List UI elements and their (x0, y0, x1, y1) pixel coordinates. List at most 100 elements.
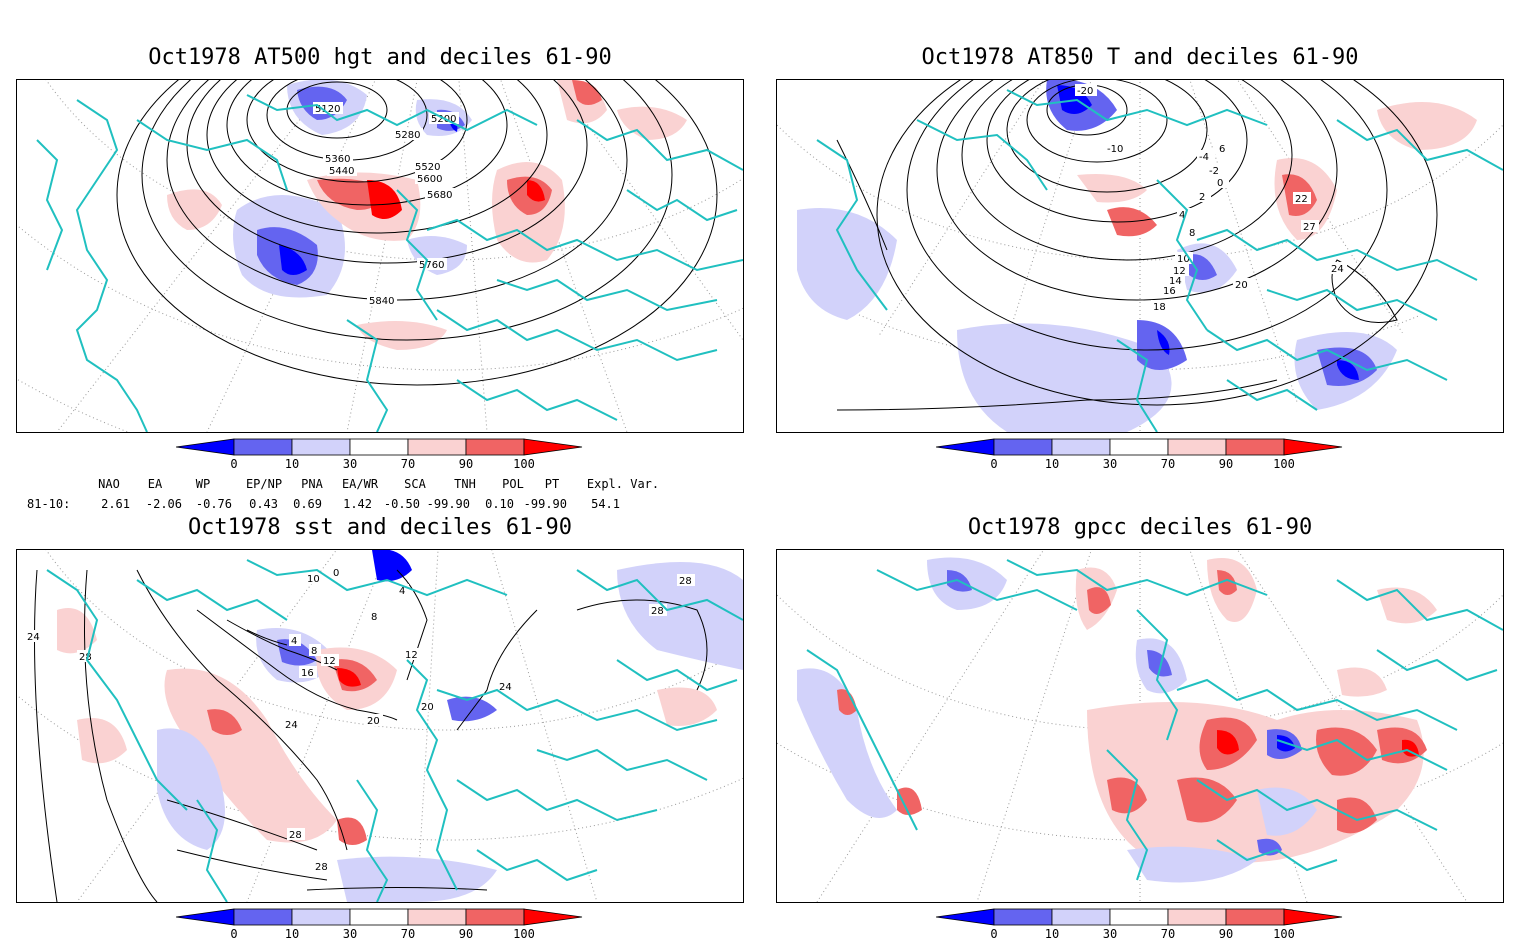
colorbar-tick: 70 (1161, 457, 1175, 471)
contour-label: -20 (1077, 86, 1093, 97)
index-header: PNA (301, 477, 323, 491)
colorbar-tick: 0 (990, 457, 997, 471)
contour-label: 28 (679, 576, 692, 587)
index-header: EA (148, 477, 163, 491)
contour-label: 8 (1189, 228, 1195, 239)
index-value: -99.90 (524, 497, 567, 511)
contour-label: 5760 (419, 260, 444, 271)
contour-label: 0 (1217, 178, 1223, 189)
contour-label: 28 (79, 652, 92, 663)
contour-label: 27 (1303, 222, 1316, 233)
contour-label: 5120 (315, 104, 340, 115)
teleconnection-indices: NAO EA WP EP/NP PNA EA/WR SCA TNH POL PT… (0, 474, 740, 516)
colorbar-tick: 70 (401, 927, 415, 940)
index-value: -0.76 (196, 497, 232, 511)
index-value: 0.43 (249, 497, 278, 511)
index-value: 2.61 (101, 497, 130, 511)
panel-title-gpcc: Oct1978 gpcc deciles 61-90 (967, 515, 1313, 540)
contour-label: 5680 (427, 190, 452, 201)
index-value: -99.90 (427, 497, 470, 511)
precip-deciles (797, 557, 1437, 883)
contour-label: -2 (1209, 166, 1219, 177)
index-value: 0.69 (293, 497, 322, 511)
colorbar-tick: 90 (1219, 927, 1233, 940)
contour-label: 20 (367, 716, 380, 727)
index-header: NAO (98, 477, 120, 491)
decile-anomalies (167, 80, 687, 350)
index-header: TNH (454, 477, 476, 491)
contour-labels: 5120 5200 5280 5360 5440 5520 5600 5680 … (313, 102, 459, 307)
contour-label: 12 (405, 650, 418, 661)
panel-title-sst: Oct1978 sst and deciles 61-90 (187, 515, 573, 540)
contour-label: 18 (1153, 302, 1166, 313)
contour-label: 22 (1295, 194, 1308, 205)
contour-label: 5200 (431, 114, 456, 125)
index-value: 1.42 (343, 497, 372, 511)
decile-anomalies (57, 550, 743, 902)
contour-label: 24 (499, 682, 512, 693)
colorbar-tick: 10 (285, 927, 299, 940)
contour-label: 24 (27, 632, 40, 643)
colorbar-tick: 10 (1045, 457, 1059, 471)
index-row-label: 81-10: (27, 497, 70, 511)
colorbar-tick: 90 (459, 927, 473, 940)
contour-label: 4 (1179, 210, 1185, 221)
colorbar-tick: 30 (343, 927, 357, 940)
contour-label: -10 (1107, 144, 1123, 155)
contour-label: 5280 (395, 130, 420, 141)
contour-label: 5840 (369, 296, 394, 307)
colorbar-tick: 0 (230, 457, 237, 471)
colorbar-tick: 70 (1161, 927, 1175, 940)
panel-title-at850: Oct1978 AT850 T and deciles 61-90 (921, 45, 1359, 70)
contour-label: 4 (291, 636, 297, 647)
colorbar-tick: 30 (1103, 927, 1117, 940)
contour-label: 8 (371, 612, 377, 623)
colorbar-tick: 90 (1219, 457, 1233, 471)
index-value: -0.50 (384, 497, 420, 511)
contour-label: 12 (1173, 266, 1186, 277)
index-value: 0.10 (485, 497, 514, 511)
map-panel-gpcc (776, 549, 1504, 903)
colorbar-tick: 100 (1273, 927, 1295, 940)
contour-label: 12 (323, 656, 336, 667)
contour-label: 0 (333, 568, 339, 579)
index-header: EA/WR (342, 477, 379, 491)
colorbar-tick: 10 (285, 457, 299, 471)
contour-label: 2 (1199, 192, 1205, 203)
map-panel-at500: 5120 5200 5280 5360 5440 5520 5600 5680 … (16, 79, 744, 433)
colorbar-at500: 0 10 30 70 90 100 (175, 438, 596, 478)
contour-label: 10 (307, 574, 320, 585)
coastlines (816, 89, 1503, 432)
map-panel-at850: -20 -10 -4 -2 0 2 4 6 8 10 12 14 16 18 2… (776, 79, 1504, 433)
index-header: POL (502, 477, 524, 491)
index-header: SCA (404, 477, 426, 491)
contour-label: 14 (1169, 276, 1182, 287)
contour-label: 20 (1235, 280, 1248, 291)
contour-label: 5600 (417, 174, 442, 185)
colorbar-tick: 100 (513, 457, 535, 471)
graticule (17, 550, 743, 902)
contour-label: 10 (1177, 254, 1190, 265)
hemisphere-clip (777, 200, 1503, 432)
contour-label: 28 (315, 862, 328, 873)
coastlines (36, 94, 743, 432)
contour-label: 6 (1219, 144, 1225, 155)
panel-title-at500: Oct1978 AT500 hgt and deciles 61-90 (148, 45, 612, 70)
index-value: 54.1 (591, 497, 620, 511)
contour-label: 28 (651, 606, 664, 617)
colorbar-tick: 90 (459, 457, 473, 471)
colorbar-tick: 100 (1273, 457, 1295, 471)
contour-label: 24 (1331, 264, 1344, 275)
colorbar-tick: 100 (513, 927, 535, 940)
contour-label: 5440 (329, 166, 354, 177)
index-header: Expl. Var. (587, 477, 659, 491)
sst-contours (34, 569, 708, 902)
colorbar-tick: 10 (1045, 927, 1059, 940)
contour-label: 28 (289, 830, 302, 841)
colorbar-tick: 30 (343, 457, 357, 471)
contour-label: 24 (285, 720, 298, 731)
colorbar-at850: 0 10 30 70 90 100 (935, 438, 1356, 478)
temperature-contours (836, 80, 1438, 411)
colorbar-gpcc: 0 10 30 70 90 100 (935, 908, 1356, 948)
contour-label: 5360 (325, 154, 350, 165)
